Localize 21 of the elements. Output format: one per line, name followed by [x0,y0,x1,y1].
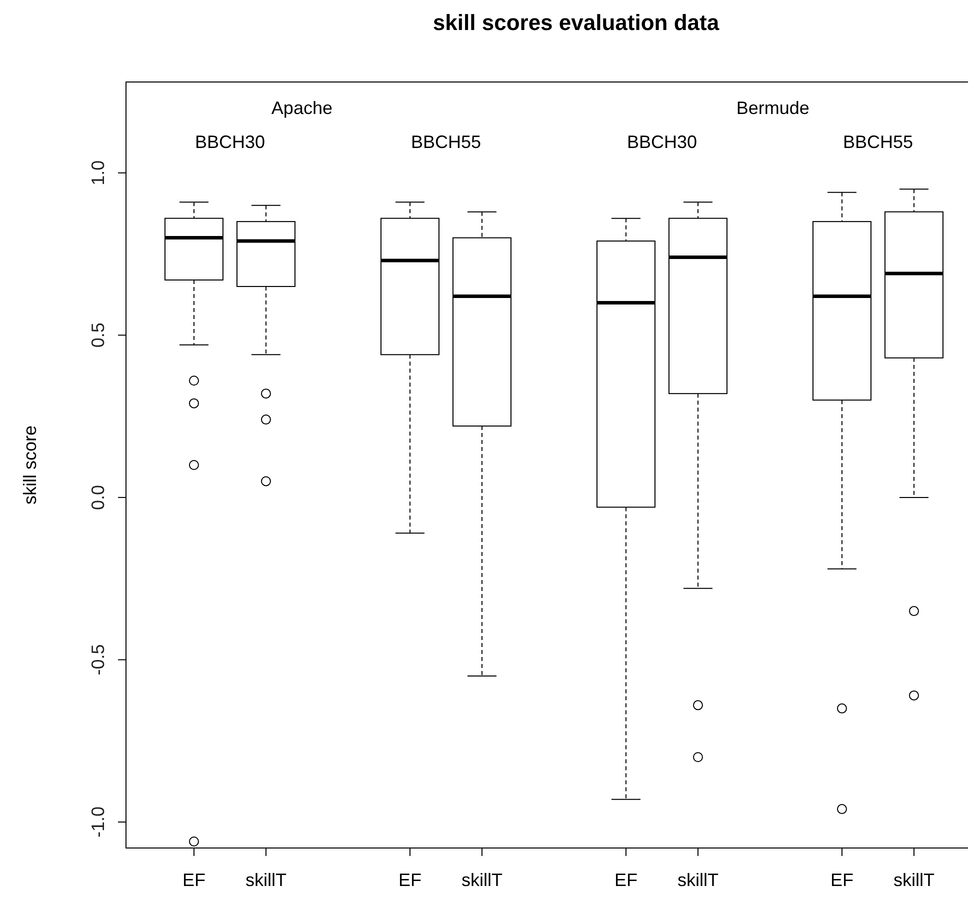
annotation: Bermude [736,98,810,118]
y-tick-label: 0.5 [88,322,108,348]
y-tick-label: -0.5 [88,644,108,676]
x-tick-label: EF [182,870,206,890]
y-tick-label: 1.0 [88,160,108,186]
annotation: BBCH30 [194,132,265,152]
x-tick-label: EF [830,870,854,890]
annotation: BBCH30 [626,132,697,152]
chart-title: skill scores evaluation data [432,10,720,35]
x-tick-label: skillT [245,870,286,890]
annotation: BBCH55 [842,132,913,152]
y-axis-title: skill score [20,425,40,505]
annotation: Apache [271,98,332,118]
x-tick-label: EF [614,870,638,890]
x-tick-label: skillT [893,870,934,890]
x-tick-label: skillT [677,870,718,890]
x-tick-label: EF [398,870,422,890]
y-tick-label: -1.0 [88,806,108,838]
x-tick-label: skillT [461,870,502,890]
y-tick-label: 0.0 [88,484,108,510]
annotation: BBCH55 [410,132,481,152]
